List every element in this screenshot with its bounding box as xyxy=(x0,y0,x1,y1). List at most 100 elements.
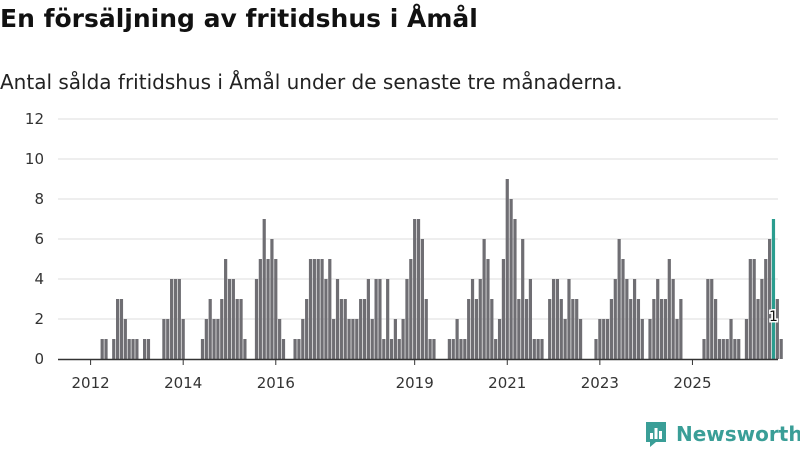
bar xyxy=(409,259,413,359)
bar xyxy=(521,239,525,359)
bar xyxy=(231,279,235,359)
bar xyxy=(652,299,656,359)
bar xyxy=(362,299,367,359)
bar xyxy=(366,279,370,359)
x-axis: 2012 2014 2016 2019 2021 2023 2025 xyxy=(58,358,778,392)
bar xyxy=(235,299,239,359)
bar xyxy=(220,299,224,359)
bar xyxy=(760,279,764,359)
bar xyxy=(208,299,212,359)
bar xyxy=(332,319,336,359)
bar xyxy=(779,339,783,359)
bar xyxy=(420,239,424,359)
bar xyxy=(116,299,120,359)
x-tick-label: 2025 xyxy=(673,374,711,392)
bar xyxy=(675,319,679,359)
bar xyxy=(555,279,560,359)
bar xyxy=(540,339,544,359)
bar xyxy=(478,279,482,359)
bar xyxy=(370,319,374,359)
bar xyxy=(729,319,733,359)
bar xyxy=(636,299,641,359)
bar xyxy=(401,319,405,359)
brand-name: Newsworthy xyxy=(676,422,800,446)
bar xyxy=(405,279,409,359)
bar xyxy=(563,319,567,359)
bar xyxy=(224,259,228,359)
bar xyxy=(737,339,741,359)
y-tick-label: 8 xyxy=(34,190,44,208)
bar xyxy=(451,339,455,359)
bar xyxy=(227,279,232,359)
bar xyxy=(536,339,540,359)
highlight-data-label: 1 xyxy=(769,309,778,325)
bar xyxy=(455,319,459,359)
bar xyxy=(659,299,664,359)
bar xyxy=(312,259,316,359)
bar xyxy=(316,259,320,359)
bar xyxy=(598,319,602,359)
bar xyxy=(744,319,749,359)
bar xyxy=(397,339,401,359)
chart-title: En försäljning av fritidshus i Åmål xyxy=(0,4,478,33)
bar xyxy=(177,279,181,359)
bar xyxy=(509,199,513,359)
bar xyxy=(382,339,386,359)
bar xyxy=(324,279,328,359)
y-tick-label: 12 xyxy=(25,110,44,128)
bar xyxy=(270,239,274,359)
bar xyxy=(632,279,637,359)
bar xyxy=(432,339,436,359)
bars xyxy=(100,179,783,359)
y-tick-label: 4 xyxy=(34,270,44,288)
bar xyxy=(459,339,463,359)
bar xyxy=(100,339,104,359)
bar xyxy=(447,339,451,359)
bar xyxy=(656,279,660,359)
bar xyxy=(756,299,760,359)
chart-subtitle: Antal sålda fritidshus i Åmål under de s… xyxy=(0,70,623,94)
bar xyxy=(413,219,417,359)
bar xyxy=(528,279,533,359)
bar xyxy=(162,319,166,359)
bar xyxy=(486,259,490,359)
bar xyxy=(470,279,475,359)
bar xyxy=(320,259,324,359)
bar xyxy=(667,259,671,359)
x-tick-label: 2023 xyxy=(581,374,619,392)
bar xyxy=(505,179,509,359)
bar xyxy=(490,299,494,359)
bar xyxy=(243,339,247,359)
bar xyxy=(501,259,506,359)
x-tick-label: 2012 xyxy=(72,374,110,392)
bar xyxy=(104,339,108,359)
bar xyxy=(559,299,563,359)
bar xyxy=(721,339,725,359)
y-axis: 0 2 4 6 8 10 12 xyxy=(25,110,44,368)
bar xyxy=(548,299,552,359)
data-labels: 1 xyxy=(768,308,780,327)
bar xyxy=(278,319,282,359)
bar xyxy=(764,259,768,359)
bar xyxy=(640,319,644,359)
bar xyxy=(551,279,556,359)
bar xyxy=(613,279,617,359)
bar xyxy=(702,339,706,359)
bar xyxy=(378,279,382,359)
bar xyxy=(166,319,170,359)
bar xyxy=(112,339,116,359)
bar xyxy=(374,279,378,359)
newsworthy-chart-icon xyxy=(646,422,666,447)
bar xyxy=(679,299,683,359)
bar xyxy=(768,239,772,359)
bar xyxy=(671,279,675,359)
bar xyxy=(706,279,710,359)
bar xyxy=(135,339,139,359)
bar xyxy=(575,299,579,359)
bar xyxy=(532,339,536,359)
bar xyxy=(621,259,625,359)
x-tick-label: 2014 xyxy=(164,374,202,392)
bar xyxy=(339,299,343,359)
y-tick-label: 0 xyxy=(34,350,44,368)
